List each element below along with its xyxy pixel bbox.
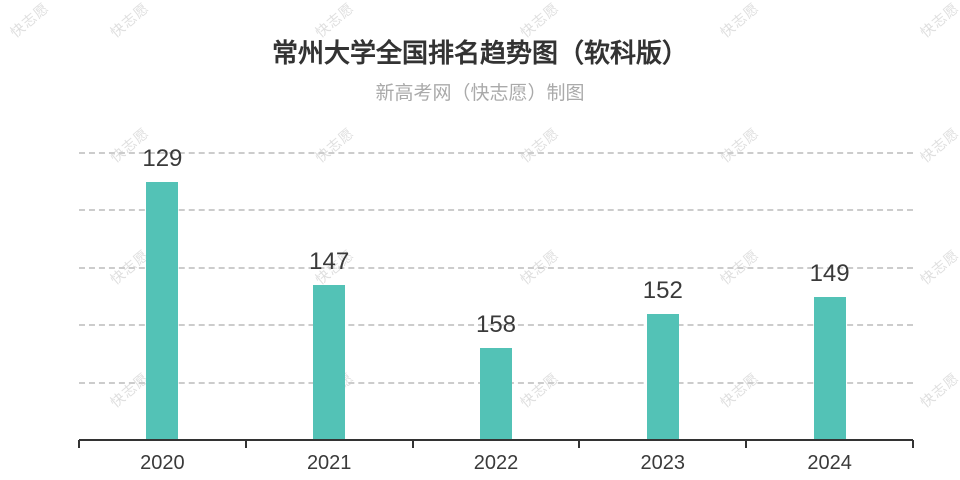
bar-value-label: 149	[809, 259, 850, 287]
x-axis-label-2024: 2024	[807, 452, 852, 474]
x-axis-tick	[78, 440, 80, 448]
x-axis-line	[79, 439, 913, 441]
watermark-text: 快志愿	[517, 369, 562, 411]
bar-value-label: 129	[142, 144, 183, 172]
gridline	[79, 266, 913, 269]
x-axis-tick	[745, 440, 748, 448]
watermark-text: 快志愿	[517, 124, 562, 166]
gridline	[79, 209, 913, 212]
bar-value-label: 152	[642, 276, 683, 304]
watermark-text: 快志愿	[917, 246, 960, 288]
chart-subtitle: 新高考网（快志愿）制图	[375, 83, 585, 104]
bar-2021[interactable]	[313, 285, 346, 440]
bar-value-label: 147	[309, 248, 350, 276]
gridline	[79, 152, 913, 154]
x-axis-tick	[912, 440, 914, 448]
watermark-text: 快志愿	[312, 124, 357, 166]
bar-2020[interactable]	[146, 181, 179, 440]
bar-value-label: 158	[475, 311, 517, 339]
watermark-text: 快志愿	[717, 124, 762, 166]
bar-2024[interactable]	[813, 296, 846, 440]
watermark-text: 快志愿	[917, 124, 960, 166]
bar-2022[interactable]	[480, 348, 512, 440]
x-axis-tick	[244, 440, 247, 448]
x-axis-label-2020: 2020	[140, 452, 185, 474]
x-axis-label-2021: 2021	[306, 452, 352, 474]
x-axis-label-2023: 2023	[640, 452, 686, 474]
gridline	[79, 324, 913, 327]
watermark-text: 快志愿	[917, 369, 960, 411]
watermark-text: 快志愿	[717, 369, 762, 411]
x-axis-tick	[411, 440, 414, 448]
x-axis-label-2022: 2022	[473, 452, 519, 474]
bar-2023[interactable]	[646, 313, 679, 440]
chart-title: 常州大学全国排名趋势图（软科版）	[271, 38, 688, 68]
x-axis-tick	[578, 440, 581, 448]
